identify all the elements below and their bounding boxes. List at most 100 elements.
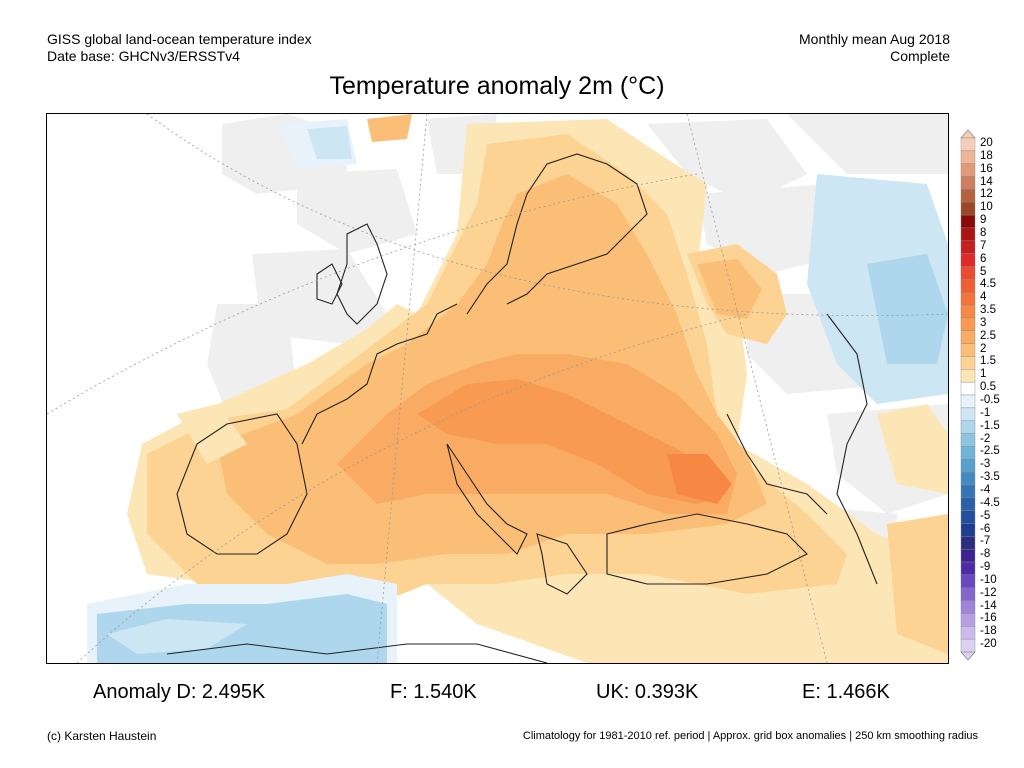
legend-label: -8 [980,548,991,561]
legend-swatch [960,304,976,319]
legend-swatch [960,240,976,254]
anomaly-france: F: 1.540K [390,681,477,703]
legend-label: 10 [980,201,993,214]
legend-swatch [960,574,976,588]
legend-swatch [960,137,976,152]
credit: (c) Karsten Haustein [47,729,157,743]
legend-swatch [960,587,976,601]
legend-label: -3.5 [980,471,1000,484]
anomaly-summary: Anomaly D: 2.495K F: 1.540K UK: 0.393K E… [0,681,1024,707]
legend-label: -2 [980,432,991,445]
legend-swatch [960,189,976,203]
method-note: Climatology for 1981-2010 ref. period | … [522,730,978,742]
legend-label: -14 [980,599,997,612]
legend-swatch [960,446,976,460]
cool-anomaly-regions [87,119,948,663]
status-label: Complete [890,48,950,64]
legend-swatch [960,356,976,370]
legend-swatch [960,433,976,447]
header-right: Monthly mean Aug 2018 Complete [799,31,950,65]
legend-label: 6 [980,252,987,265]
anomaly-germany: Anomaly D: 2.495K [93,681,266,703]
legend-swatch [960,343,976,357]
legend-label: 5 [980,265,987,278]
warm-anomaly-regions [127,114,948,663]
legend-swatch [960,317,976,331]
legend-label: 0.5 [980,381,996,394]
legend-label: 1 [980,368,987,381]
legend-swatch [960,266,976,280]
legend-label: 16 [980,162,993,175]
legend-swatch [960,471,976,486]
legend-swatch [960,638,976,653]
legend-swatch [960,394,976,409]
graticule [47,114,948,663]
legend-label: 9 [980,214,987,227]
legend-swatch [960,163,976,177]
legend-label: 18 [980,149,993,162]
legend-label: -7 [980,535,991,548]
anomaly-uk: UK: 0.393K [596,681,699,703]
legend-label: -5 [980,509,991,522]
legend-swatch [960,484,976,499]
map-canvas [47,114,948,663]
legend-swatch [960,253,976,267]
legend-label: -6 [980,522,991,535]
legend-label: -18 [980,625,997,638]
legend-swatch [960,600,976,614]
legend-swatch [960,381,976,396]
legend-swatch [960,291,976,306]
index-name: GISS global land-ocean temperature index [47,31,312,47]
legend-swatch [960,523,976,537]
period-label: Monthly mean Aug 2018 [799,31,950,47]
legend-label: 1.5 [980,355,996,368]
legend-label: -16 [980,612,997,625]
legend-label: 2.5 [980,329,996,342]
legend-swatch [960,214,976,229]
legend-label: -0.5 [980,394,1000,406]
legend-label: 14 [980,175,993,188]
legend-swatch [960,549,976,563]
legend-label: 4.5 [980,278,996,291]
legend-label: -10 [980,573,997,586]
legend-label: 2 [980,342,987,355]
legend-label: 4 [980,291,987,304]
legend-label: 12 [980,188,993,201]
legend-swatch [960,626,976,640]
legend-label: -4 [980,483,991,496]
header-left: GISS global land-ocean temperature index… [47,31,312,65]
legend-label: -1.5 [980,419,1000,432]
legend-swatch [960,202,976,216]
legend-swatch [960,497,976,511]
legend-top-arrow [960,130,976,139]
anomaly-spain: E: 1.466K [802,681,890,703]
legend-label: -1 [980,406,991,419]
legend-swatch [960,279,976,293]
legend-label: -4.5 [980,496,1000,509]
legend-swatch [960,613,976,627]
legend-swatch [960,420,976,434]
legend-swatch [960,459,976,473]
legend-label: -20 [980,638,997,651]
legend-swatch [960,536,976,550]
legend-swatch [960,510,976,524]
legend-swatch [960,369,976,383]
legend-swatch [960,150,976,164]
legend-swatch [960,407,976,421]
legend-label: -12 [980,586,997,599]
data-base: Date base: GHCNv3/ERSSTv4 [47,48,240,64]
legend-bottom-arrow [960,651,976,661]
legend-label: 3 [980,316,987,329]
anomaly-map [46,113,949,664]
legend-label: -3 [980,458,991,471]
legend-swatch [960,330,976,344]
legend-colorbar [960,130,976,661]
legend-label: 7 [980,239,987,252]
legend-swatch [960,176,976,190]
legend-label: 8 [980,226,987,239]
legend-label: -9 [980,561,991,574]
legend-label: 3.5 [980,304,996,317]
legend-swatch [960,561,976,576]
legend-swatch [960,227,976,241]
legend-label: -2.5 [980,445,1000,458]
